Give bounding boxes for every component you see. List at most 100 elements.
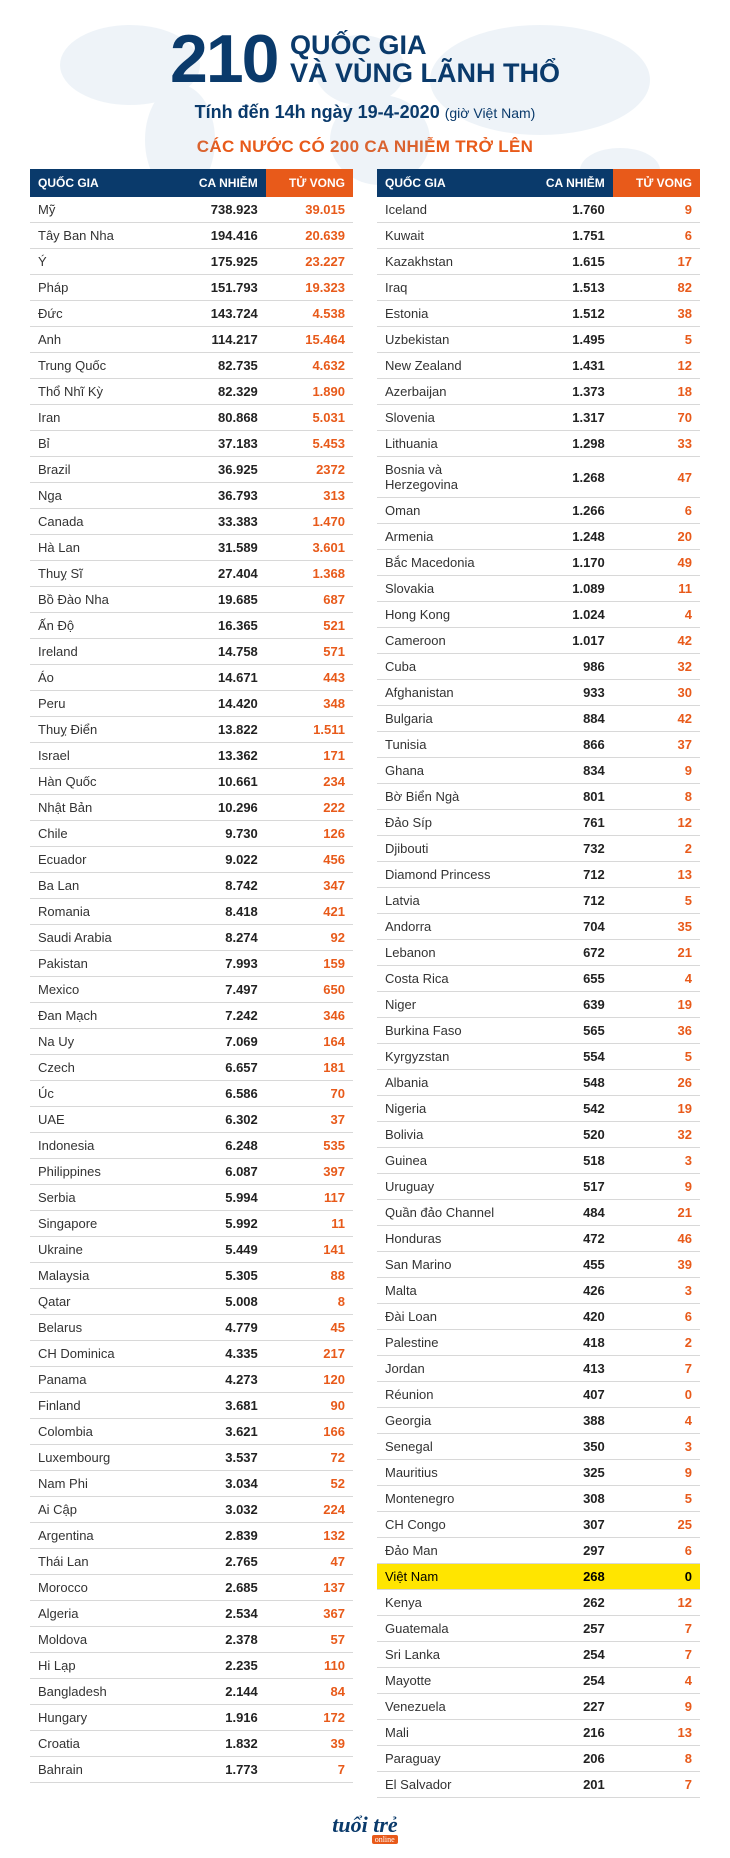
logo-tuoitre: tuổi trẻ online (332, 1812, 397, 1838)
cell-country: Burkina Faso (377, 1018, 526, 1044)
cell-deaths: 6 (613, 1538, 700, 1564)
cell-deaths: 347 (266, 873, 353, 899)
cell-cases: 27.404 (179, 561, 266, 587)
table-row: Quần đảo Channel48421 (377, 1200, 700, 1226)
table-row: Ukraine5.449141 (30, 1237, 353, 1263)
table-row: Indonesia6.248535 (30, 1133, 353, 1159)
table-row: Tây Ban Nha194.41620.639 (30, 223, 353, 249)
cell-cases: 672 (526, 940, 613, 966)
cell-deaths: 234 (266, 769, 353, 795)
cell-deaths: 46 (613, 1226, 700, 1252)
table-row: Latvia7125 (377, 888, 700, 914)
table-row: Iceland1.7609 (377, 197, 700, 223)
cell-cases: 420 (526, 1304, 613, 1330)
table-row: Albania54826 (377, 1070, 700, 1096)
cell-country: Kenya (377, 1590, 526, 1616)
cell-deaths: 1.470 (266, 509, 353, 535)
table-row: Đảo Man2976 (377, 1538, 700, 1564)
cell-country: UAE (30, 1107, 179, 1133)
cell-country: Oman (377, 498, 526, 524)
cell-cases: 1.268 (526, 457, 613, 498)
cell-country: Thổ Nhĩ Kỳ (30, 379, 179, 405)
cell-deaths: 26 (613, 1070, 700, 1096)
cell-cases: 761 (526, 810, 613, 836)
cell-cases: 520 (526, 1122, 613, 1148)
cell-cases: 1.495 (526, 327, 613, 353)
cell-country: Uruguay (377, 1174, 526, 1200)
cell-deaths: 117 (266, 1185, 353, 1211)
cell-country: Luxembourg (30, 1445, 179, 1471)
cell-cases: 1.373 (526, 379, 613, 405)
table-row: Colombia3.621166 (30, 1419, 353, 1445)
cell-country: Ireland (30, 639, 179, 665)
cell-country: Mexico (30, 977, 179, 1003)
cell-deaths: 21 (613, 1200, 700, 1226)
cell-cases: 472 (526, 1226, 613, 1252)
cell-country: Qatar (30, 1289, 179, 1315)
cell-cases: 3.621 (179, 1419, 266, 1445)
cell-deaths: 6 (613, 223, 700, 249)
cell-cases: 6.302 (179, 1107, 266, 1133)
table-row: Mỹ738.92339.015 (30, 197, 353, 223)
cell-country: Indonesia (30, 1133, 179, 1159)
th-cases: CA NHIỄM (179, 169, 266, 197)
cell-deaths: 4.632 (266, 353, 353, 379)
cell-country: Venezuela (377, 1694, 526, 1720)
cell-country: Panama (30, 1367, 179, 1393)
cell-deaths: 12 (613, 353, 700, 379)
table-row: Uzbekistan1.4955 (377, 327, 700, 353)
cell-cases: 712 (526, 888, 613, 914)
cell-cases: 1.266 (526, 498, 613, 524)
cell-deaths: 3 (613, 1434, 700, 1460)
cell-cases: 2.235 (179, 1653, 266, 1679)
cell-cases: 143.724 (179, 301, 266, 327)
cell-cases: 3.032 (179, 1497, 266, 1523)
table-row: Bỉ37.1835.453 (30, 431, 353, 457)
table-row: Algeria2.534367 (30, 1601, 353, 1627)
footer: tuổi trẻ online (30, 1812, 700, 1838)
cell-deaths: 72 (266, 1445, 353, 1471)
cell-cases: 308 (526, 1486, 613, 1512)
table-row: Georgia3884 (377, 1408, 700, 1434)
cell-deaths: 181 (266, 1055, 353, 1081)
table-row: Thái Lan2.76547 (30, 1549, 353, 1575)
table-row: Iran80.8685.031 (30, 405, 353, 431)
cell-cases: 31.589 (179, 535, 266, 561)
cell-deaths: 9 (613, 197, 700, 223)
cell-country: Lebanon (377, 940, 526, 966)
cell-cases: 325 (526, 1460, 613, 1486)
cell-deaths: 39.015 (266, 197, 353, 223)
cell-deaths: 126 (266, 821, 353, 847)
table-row: Cameroon1.01742 (377, 628, 700, 654)
cell-cases: 834 (526, 758, 613, 784)
cell-cases: 80.868 (179, 405, 266, 431)
table-row: Nga36.793313 (30, 483, 353, 509)
cell-deaths: 137 (266, 1575, 353, 1601)
cell-country: Guatemala (377, 1616, 526, 1642)
table-row: Iraq1.51382 (377, 275, 700, 301)
cell-cases: 655 (526, 966, 613, 992)
cell-deaths: 1.511 (266, 717, 353, 743)
cell-country: Đảo Síp (377, 810, 526, 836)
table-row: Bangladesh2.14484 (30, 1679, 353, 1705)
cell-country: Hà Lan (30, 535, 179, 561)
table-row: Kazakhstan1.61517 (377, 249, 700, 275)
table-row: Malta4263 (377, 1278, 700, 1304)
cell-country: Senegal (377, 1434, 526, 1460)
cell-country: Latvia (377, 888, 526, 914)
cell-country: Tây Ban Nha (30, 223, 179, 249)
cell-cases: 426 (526, 1278, 613, 1304)
table-row: Tunisia86637 (377, 732, 700, 758)
cell-country: Philippines (30, 1159, 179, 1185)
cell-cases: 6.087 (179, 1159, 266, 1185)
table-row: Philippines6.087397 (30, 1159, 353, 1185)
table-row: Nigeria54219 (377, 1096, 700, 1122)
cell-deaths: 70 (266, 1081, 353, 1107)
table-row: Kuwait1.7516 (377, 223, 700, 249)
cell-cases: 1.832 (179, 1731, 266, 1757)
table-row: Lithuania1.29833 (377, 431, 700, 457)
subtitle: Tính đến 14h ngày 19-4-2020 (giờ Việt Na… (30, 102, 700, 123)
cell-cases: 866 (526, 732, 613, 758)
cell-deaths: 30 (613, 680, 700, 706)
table-row: Guatemala2577 (377, 1616, 700, 1642)
